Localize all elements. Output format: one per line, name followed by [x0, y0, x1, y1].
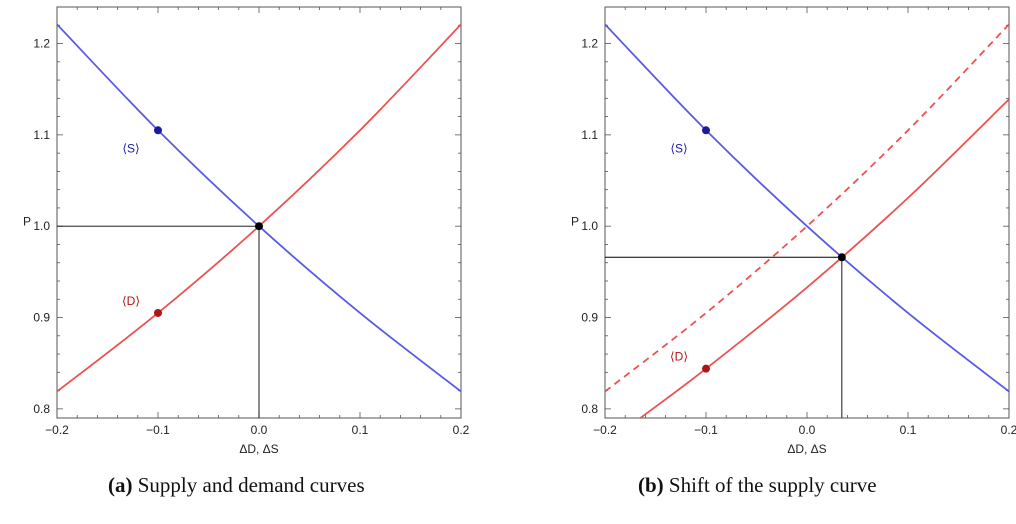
x-tick-label: 0.2 — [453, 423, 470, 437]
caption-b: (b) Shift of the supply curve — [638, 473, 877, 498]
caption-a-tag: (a) — [108, 473, 133, 497]
caption-b-text: Shift of the supply curve — [668, 473, 877, 497]
x-axis-label: ΔD, ΔS — [239, 442, 278, 456]
x-tick-label: 0.2 — [1001, 423, 1016, 437]
x-axis-label: ΔD, ΔS — [787, 442, 826, 456]
y-tick-label: 1.0 — [33, 219, 50, 233]
panel-b: −0.2 −0.1 0.0 0.1 0.2 0.8 0.9 1.0 1.1 1.2 ΔD, ΔS P ⟨… — [571, 6, 1016, 456]
plot-frame — [604, 6, 1010, 419]
x-tick-label: −0.1 — [694, 423, 718, 437]
demand-curve — [639, 98, 1009, 418]
panel-a: −0.2 −0.1 0.0 0.1 0.2 0.8 0.9 1.0 1.1 1.2 ΔD, ΔS P ⟨… — [23, 6, 470, 456]
supply-point-marker — [702, 126, 710, 135]
demand-point-marker — [154, 308, 162, 317]
x-tick-label: −0.1 — [146, 423, 170, 437]
supply-curve — [605, 23, 1009, 393]
x-tick-label: 0.1 — [352, 423, 369, 437]
supply-point-label: ⟨S⟩ — [122, 141, 139, 155]
caption-b-tag: (b) — [638, 473, 664, 497]
x-tick-label: 0.0 — [251, 423, 268, 437]
demand-point-marker — [702, 364, 710, 373]
x-tick-label: 0.1 — [900, 423, 917, 437]
caption-a: (a) Supply and demand curves — [108, 473, 365, 498]
plots-canvas: −0.2 −0.1 0.0 0.1 0.2 0.8 0.9 1.0 1.1 1.2 ΔD, ΔS P ⟨… — [23, 6, 1016, 456]
x-tick-label: −0.2 — [45, 423, 69, 437]
supply-point-marker — [154, 126, 162, 135]
equilibrium-marker — [255, 222, 263, 231]
x-tick-label: −0.2 — [593, 423, 617, 437]
y-tick-label: 0.9 — [33, 311, 50, 325]
demand-point-label: ⟨D⟩ — [670, 350, 688, 364]
y-tick-label: 1.2 — [33, 37, 50, 51]
y-tick-label: 1.2 — [581, 37, 598, 51]
supply-point-label: ⟨S⟩ — [670, 141, 687, 155]
demand-curve-original — [605, 23, 1009, 393]
y-axis-label: P — [571, 215, 579, 229]
y-tick-label: 0.8 — [581, 402, 598, 416]
x-tick-label: 0.0 — [799, 423, 816, 437]
y-tick-label: 1.0 — [581, 219, 598, 233]
y-axis-label: P — [23, 215, 31, 229]
demand-point-label: ⟨D⟩ — [122, 294, 140, 308]
y-tick-label: 0.8 — [33, 402, 50, 416]
y-tick-label: 0.9 — [581, 311, 598, 325]
y-tick-label: 1.1 — [581, 128, 598, 142]
equilibrium-marker — [837, 253, 846, 262]
caption-a-text: Supply and demand curves — [137, 473, 365, 497]
curve-group — [605, 23, 1009, 418]
y-tick-label: 1.1 — [33, 128, 50, 142]
